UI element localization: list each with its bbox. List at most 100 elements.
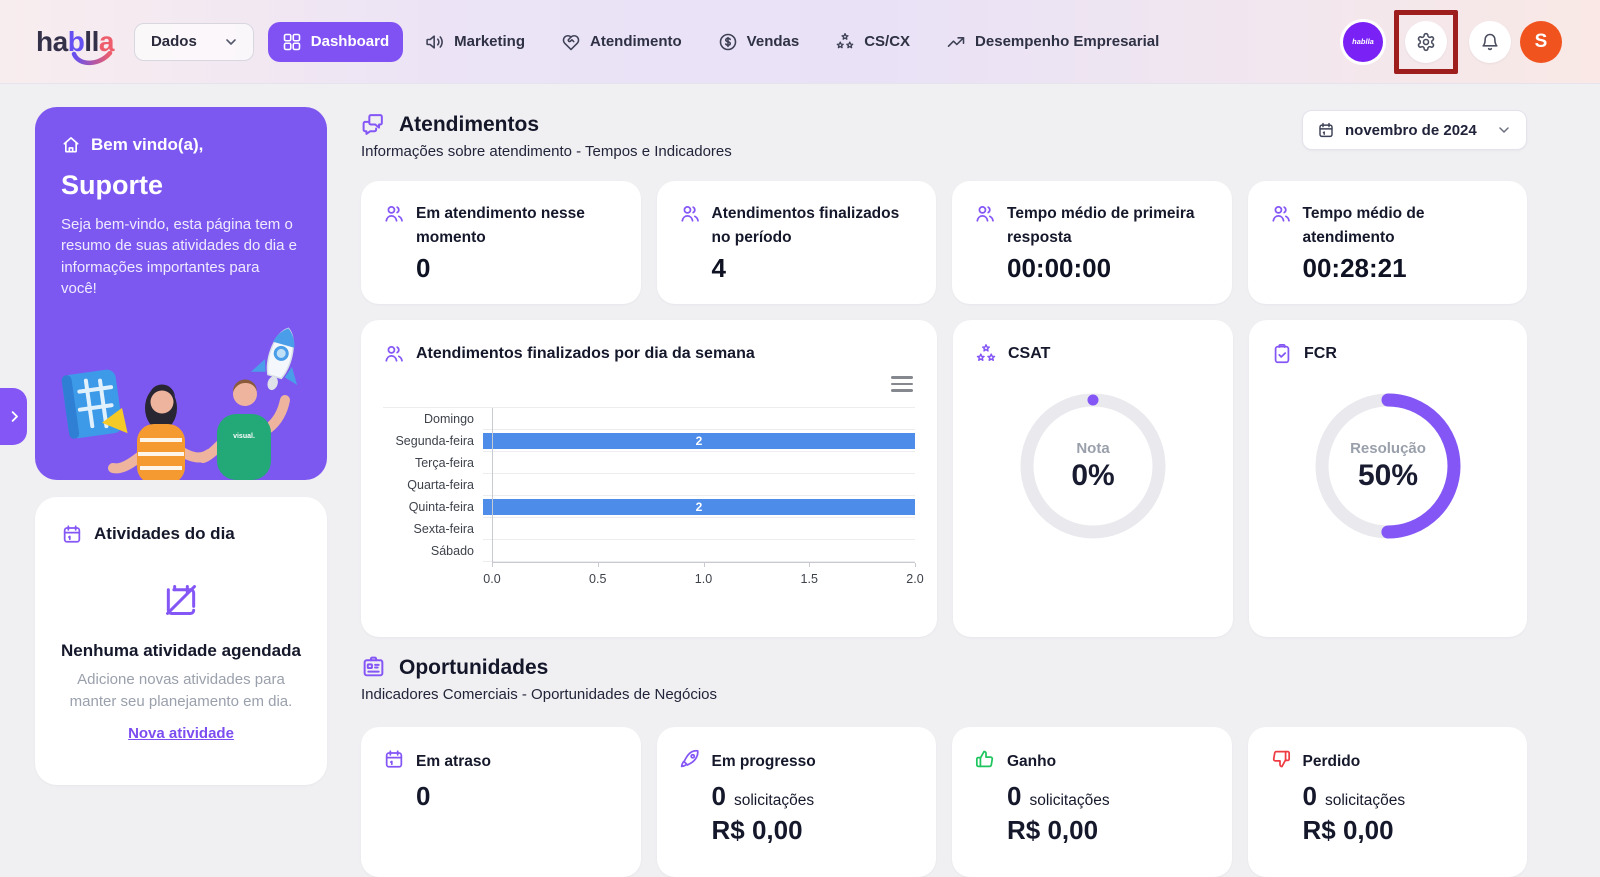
welcome-illustration: visual. <box>61 327 298 480</box>
x-axis-tick-label: 0.0 <box>483 572 501 586</box>
chart-category-label: Domingo <box>423 412 474 426</box>
nav-item-label: Desempenho Empresarial <box>975 33 1160 50</box>
people-icon <box>679 203 701 225</box>
nav-item-atendimento[interactable]: Atendimento <box>547 22 696 62</box>
chart-bar-value: 2 <box>695 434 703 448</box>
welcome-card: Bem vindo(a), Suporte Seja bem-vindo, es… <box>35 107 327 480</box>
rocket-icon <box>679 748 701 770</box>
nav-item-label: CS/CX <box>864 33 911 50</box>
chart-row-domingo: Domingo <box>383 408 915 430</box>
settings-highlight-box <box>1394 9 1458 74</box>
opportunity-amount: R$ 0,00 <box>1302 815 1394 845</box>
megaphone-icon <box>425 32 445 52</box>
workspace-badge[interactable]: hablla <box>1343 21 1383 62</box>
stat-value: 0 <box>416 253 431 284</box>
opportunity-label: Perdido <box>1302 752 1361 770</box>
stat-value: 4 <box>711 253 726 284</box>
nav-item-dashboard[interactable]: Dashboard <box>267 21 404 62</box>
chart-row-quinta-feira: Quinta-feira 2 <box>383 496 915 518</box>
calendar-icon <box>383 748 405 770</box>
opportunity-value: 0 <box>1302 781 1317 811</box>
people-icon <box>1270 203 1292 225</box>
fcr-value: 50% <box>1357 458 1419 492</box>
chart-category-label: Terça-feira <box>414 456 474 470</box>
chart-bar: 2 <box>483 433 915 449</box>
chart-bar-value: 2 <box>695 500 703 514</box>
chart-row-quarta-feira: Quarta-feira <box>383 474 915 496</box>
clipboard-check-icon <box>1271 343 1293 365</box>
heart-handshake-icon <box>561 32 581 52</box>
opportunity-unit: solicitações <box>733 792 815 809</box>
x-axis-tick-label: 1.5 <box>800 572 818 586</box>
opportunity-unit: solicitações <box>1029 792 1110 809</box>
chevron-down-icon <box>223 34 239 50</box>
home-icon <box>61 135 81 155</box>
dollar-circle-icon <box>718 32 738 52</box>
atendimentos-stats-row: Em atendimento nesse momento 0 Atendimento… <box>361 181 1527 304</box>
chart-row-segunda-feira: Segunda-feira 2 <box>383 430 915 452</box>
dataset-select[interactable]: Dados <box>133 22 254 61</box>
chevron-right-icon <box>7 409 22 424</box>
atendimentos-title: Atendimentos <box>399 112 540 136</box>
chart-category-label: Quinta-feira <box>408 500 474 514</box>
header-actions: hablla S <box>1343 9 1562 74</box>
csat-value: 0% <box>1071 458 1115 492</box>
atendimentos-section-header: Atendimentos Informações sobre atendimen… <box>361 112 1121 161</box>
csat-donut-marker <box>1087 394 1099 406</box>
user-avatar[interactable]: S <box>1520 20 1562 63</box>
x-axis-tick-label: 1.0 <box>694 572 713 586</box>
stat-card-atendimentos-finalizados-no-per-odo: Atendimentos finalizados no período 4 <box>656 181 936 304</box>
sidebar-expand-button[interactable] <box>0 388 27 445</box>
people-icon <box>974 203 996 225</box>
welcome-username: Suporte <box>61 170 164 200</box>
opportunity-unit: solicitações <box>1324 792 1406 809</box>
illustration-sweater-label: visual. <box>233 433 255 440</box>
notifications-button[interactable] <box>1469 20 1511 63</box>
nav-item-label: Marketing <box>454 33 525 50</box>
people-icon <box>383 203 405 225</box>
settings-button[interactable] <box>1405 20 1447 63</box>
nav-item-label: Atendimento <box>590 33 682 50</box>
fcr-label: Resolução <box>1350 439 1426 457</box>
calendar-icon <box>61 523 83 545</box>
chart-row-ter-a-feira: Terça-feira <box>383 452 915 474</box>
csat-label: Nota <box>1076 439 1110 457</box>
nav-item-cs-cx[interactable]: CS/CX <box>821 22 924 62</box>
opportunity-value: 0 <box>711 781 726 811</box>
trend-up-icon <box>946 32 966 52</box>
people-icon <box>383 343 405 365</box>
nav-item-desempenho-empresarial[interactable]: Desempenho Empresarial <box>932 22 1173 62</box>
opportunity-label: Em progresso <box>711 752 816 770</box>
x-axis-tick-label: 2.0 <box>906 572 924 586</box>
nav-item-marketing[interactable]: Marketing <box>411 22 539 62</box>
workspace-badge-label: hablla <box>1352 37 1374 46</box>
date-picker[interactable]: novembro de 2024 <box>1302 110 1527 150</box>
thumbs-up-icon <box>974 748 996 770</box>
dashboard-grid-icon <box>282 32 302 52</box>
chart-category-label: Segunda-feira <box>395 434 474 448</box>
gear-icon <box>1416 32 1436 52</box>
calendar-off-icon <box>162 581 200 619</box>
opportunity-card-perdido: Perdido 0 solicitações R$ 0,00 <box>1247 727 1527 877</box>
welcome-description: Seja bem-vindo, esta página tem o resumo… <box>61 216 297 297</box>
main-nav: Dashboard Marketing Atendimento Vendas CS/CX… <box>267 21 1174 62</box>
oportunidades-section-header: Oportunidades Indicadores Comerciais - O… <box>361 655 1121 704</box>
stat-value: 00:28:21 <box>1302 253 1407 284</box>
stars-icon <box>975 343 997 365</box>
activities-empty-title: Nenhuma atividade agendada <box>61 641 301 660</box>
atendimentos-charts-row: Atendimentos finalizados por dia da sema… <box>361 320 1527 637</box>
chart-category-label: Sábado <box>430 544 474 558</box>
activities-card: Atividades do dia Nenhuma atividade agen… <box>35 497 327 785</box>
stat-card-em-atendimento-nesse-momento: Em atendimento nesse momento 0 <box>361 181 641 304</box>
stat-value: 00:00:00 <box>1007 253 1112 284</box>
oportunidades-subtitle: Indicadores Comerciais - Oportunidades d… <box>361 686 718 703</box>
stat-card-tempo-m-dio-de-primeira-resposta: Tempo médio de primeira resposta 00:00:00 <box>952 181 1232 304</box>
chart-menu-button[interactable] <box>891 376 913 392</box>
stat-label: Tempo médio de primeira resposta <box>1007 205 1195 247</box>
fcr-title: FCR <box>1304 345 1337 362</box>
stat-label: Atendimentos finalizados no período <box>711 205 900 247</box>
nav-item-vendas[interactable]: Vendas <box>704 22 814 62</box>
calendar-icon <box>1317 121 1335 139</box>
chart-category-label: Quarta-feira <box>407 478 474 492</box>
new-activity-link[interactable]: Nova atividade <box>128 724 234 742</box>
